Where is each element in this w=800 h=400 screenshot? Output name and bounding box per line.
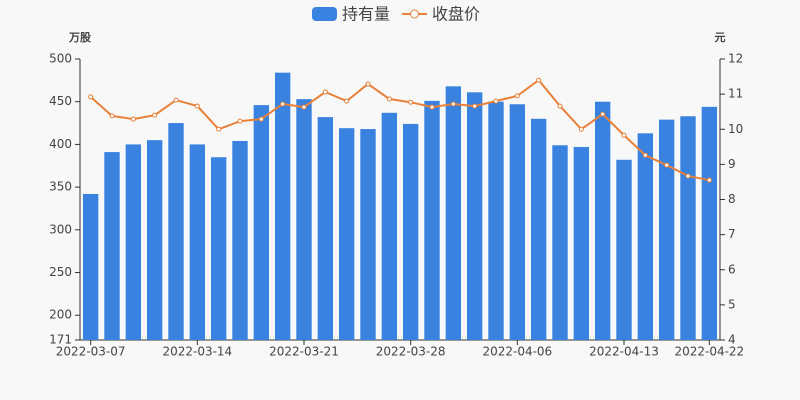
bar	[82, 193, 99, 340]
bar	[146, 140, 163, 340]
y-tick-label: 300	[49, 222, 72, 236]
bar	[253, 105, 270, 340]
bar	[466, 92, 483, 340]
bar	[424, 100, 440, 340]
point	[109, 113, 115, 119]
bar	[168, 123, 184, 341]
bar	[637, 133, 654, 340]
point	[578, 126, 584, 132]
bar	[552, 145, 568, 340]
point	[450, 101, 456, 107]
bar	[104, 152, 120, 340]
point	[258, 116, 264, 122]
x-tick-label: 2022-04-13	[589, 345, 659, 359]
bar	[274, 72, 291, 341]
point	[514, 93, 520, 99]
bar	[616, 159, 632, 340]
point	[173, 97, 179, 103]
y-tick-label: 400	[49, 137, 72, 151]
point	[216, 126, 222, 132]
x-tick-label: 2022-04-06	[482, 345, 552, 359]
y-tick-label: 450	[49, 94, 72, 108]
bar	[232, 140, 248, 340]
x-tick-label: 2022-03-14	[162, 345, 232, 359]
y2-tick-label: 7	[728, 227, 736, 241]
y2-tick-label: 9	[728, 157, 736, 171]
x-tick-label: 2022-04-22	[674, 345, 744, 359]
point	[152, 112, 158, 118]
point	[493, 98, 499, 104]
bar	[488, 101, 504, 340]
y-tick-label: 171	[49, 333, 72, 347]
point	[600, 111, 606, 117]
y2-tick-label: 10	[728, 122, 743, 136]
point	[322, 89, 328, 95]
point	[536, 77, 542, 83]
point	[642, 152, 648, 158]
bar	[210, 157, 227, 340]
y-tick-label: 500	[49, 52, 72, 66]
x-tick-label: 2022-03-28	[376, 345, 446, 359]
point	[344, 98, 350, 104]
point	[88, 94, 94, 100]
y2-tick-label: 11	[728, 87, 743, 101]
point	[429, 104, 435, 110]
y-tick-label: 200	[49, 308, 72, 322]
point	[664, 162, 670, 168]
point	[408, 99, 414, 105]
y-tick-label: 250	[49, 265, 72, 279]
bar	[296, 99, 312, 341]
bar	[573, 146, 590, 340]
x-tick-label: 2022-03-07	[56, 345, 126, 359]
legend-swatch	[410, 9, 420, 19]
y2-tick-label: 8	[728, 192, 736, 206]
bar	[381, 112, 398, 341]
point	[280, 101, 286, 107]
y2-tick-label: 4	[728, 333, 736, 347]
point	[472, 103, 478, 109]
bar	[680, 116, 696, 341]
point	[386, 96, 392, 102]
y2-tick-label: 6	[728, 262, 736, 276]
y2-tick-label: 5	[728, 297, 736, 311]
bar	[530, 118, 547, 340]
point	[130, 116, 136, 122]
bar	[189, 144, 206, 340]
point	[365, 81, 371, 87]
bar	[509, 104, 526, 340]
bar	[125, 144, 142, 340]
y2-tick-label: 12	[728, 52, 743, 66]
point	[194, 103, 200, 109]
y-tick-label: 350	[49, 180, 72, 194]
bar	[360, 129, 376, 340]
point	[557, 103, 563, 109]
bar	[445, 86, 462, 341]
bar	[317, 117, 334, 340]
bar	[701, 106, 718, 340]
point	[621, 132, 627, 138]
point	[301, 104, 307, 110]
point	[706, 177, 712, 183]
y2-axis-label: 元	[715, 31, 726, 44]
bar	[338, 128, 355, 340]
legend-label: 持有量	[342, 5, 390, 24]
point	[685, 173, 691, 179]
legend-label: 收盘价	[432, 5, 480, 24]
legend-swatch	[312, 7, 337, 21]
line	[90, 78, 710, 182]
point	[237, 118, 243, 124]
x-tick-label: 2022-03-21	[269, 345, 339, 359]
bar	[402, 123, 419, 340]
y-axis-label: 万股	[68, 31, 92, 44]
bar	[658, 119, 675, 341]
bar	[594, 101, 611, 340]
